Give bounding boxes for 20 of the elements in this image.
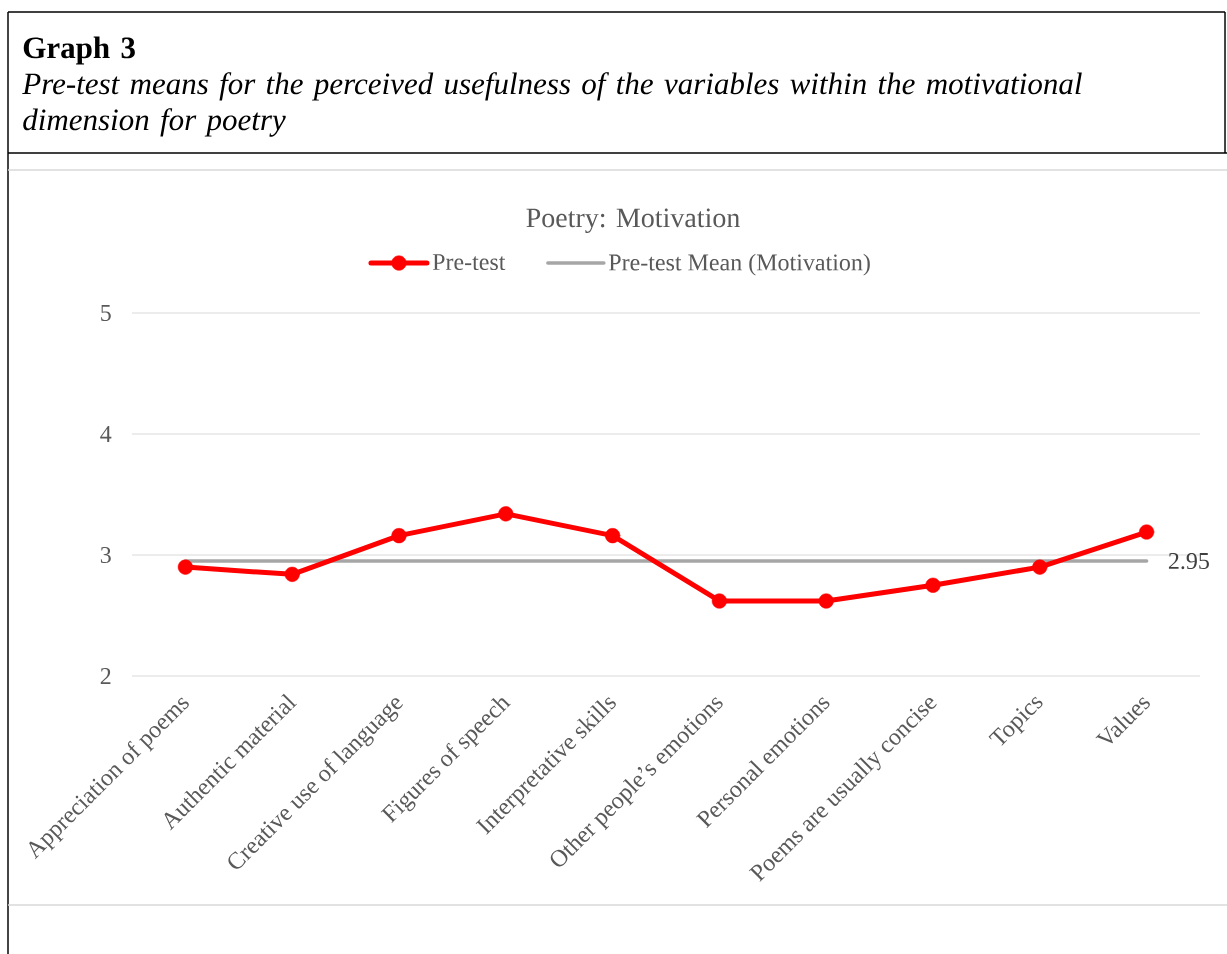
text: Pre-test means for the perceived usefulness of the variables within the motivational dimension for poetry — [22, 72, 1082, 137]
point — [818, 593, 834, 609]
point — [1032, 559, 1048, 575]
point — [711, 593, 727, 609]
point — [498, 506, 514, 522]
caption: Graph 3 — [23, 36, 135, 65]
point — [284, 566, 300, 582]
y-tick-label: 2 — [100, 668, 111, 684]
legend-label: Pre-test Mean (Motivation) — [608, 253, 870, 276]
data-label: 2.95 — [1168, 552, 1209, 570]
point — [605, 528, 621, 544]
y-tick-label: 4 — [100, 426, 112, 442]
y-tick-label: 3 — [100, 546, 111, 564]
point — [925, 577, 941, 593]
point — [177, 559, 193, 575]
y-tick-label: 5 — [101, 305, 111, 321]
legend-label: Pre-test — [432, 254, 506, 271]
point — [1139, 524, 1155, 540]
point — [391, 528, 407, 544]
chart-title: Poetry: Motivation — [526, 208, 740, 234]
